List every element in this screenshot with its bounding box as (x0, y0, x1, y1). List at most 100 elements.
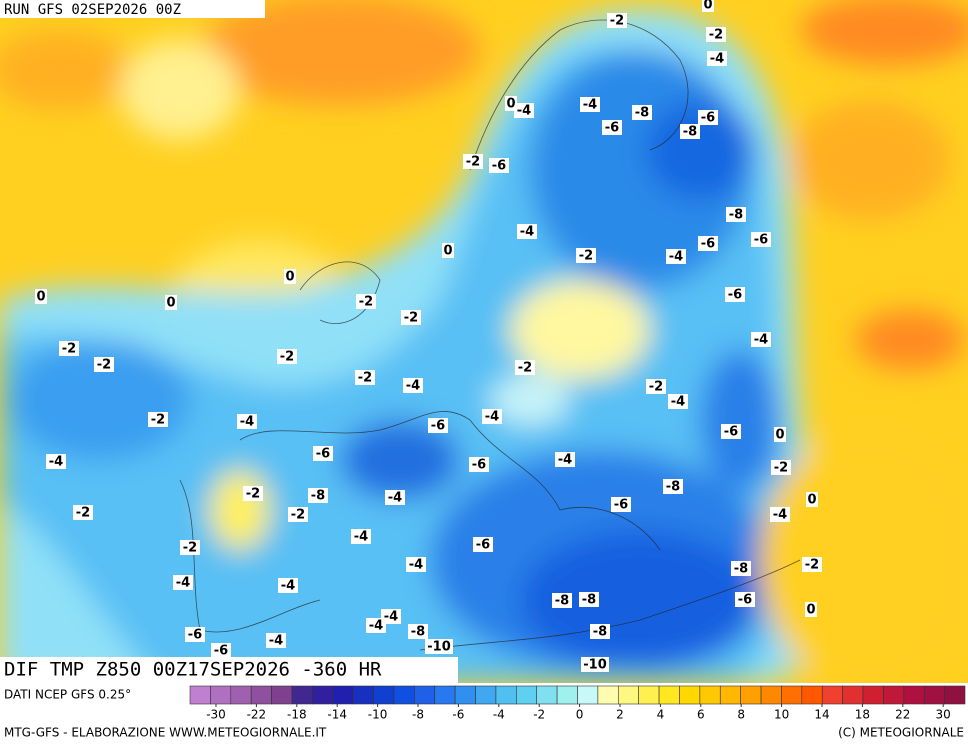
colorbar-swatch (250, 685, 272, 705)
colorbar-swatch (556, 685, 578, 705)
contour-label: -4 (176, 576, 190, 591)
contour-label: -6 (605, 121, 619, 136)
contour-label-box (726, 207, 746, 222)
credit-text: MTG-GFS - ELABORAZIONE WWW.METEOGIORNALE… (4, 726, 327, 740)
contour-label: 0 (775, 428, 784, 443)
contour-label-box (355, 370, 375, 385)
contour-label: -6 (472, 458, 486, 473)
contour-label: -4 (388, 491, 402, 506)
contour-label: -8 (729, 208, 743, 223)
colorbar-swatch (271, 685, 293, 705)
contour-label: -4 (710, 52, 724, 67)
contour-label: -8 (411, 625, 425, 640)
contour-label-box (552, 593, 572, 608)
contour-label-box (805, 602, 817, 617)
colorbar-tick-label: 14 (814, 708, 829, 722)
colorbar-tick-label: 4 (657, 708, 665, 722)
colorbar-swatch (944, 685, 966, 705)
field-bar (0, 657, 458, 683)
colorbar-swatch (883, 685, 905, 705)
colorbar-tick-label: -30 (206, 708, 226, 722)
contour-label-box (680, 124, 700, 139)
contour-label-box (243, 486, 263, 501)
colorbar-swatch (781, 685, 803, 705)
contour-label-box (428, 418, 448, 433)
run-title: RUN GFS 02SEP2026 00Z (4, 2, 181, 18)
contour-label: -4 (269, 634, 283, 649)
contour-label: -2 (280, 350, 294, 365)
contour-label-box (555, 452, 575, 467)
contour-label-box (735, 592, 755, 607)
colorbar-swatch (291, 685, 313, 705)
contour-label: 0 (36, 290, 45, 305)
colorbar-swatch (352, 685, 374, 705)
contour-label-box (180, 540, 200, 555)
contour-label: -2 (62, 342, 76, 357)
contour-label: -6 (738, 593, 752, 608)
contour-label-box (607, 13, 627, 28)
colorbar-swatch (495, 685, 517, 705)
contour-label: -4 (485, 410, 499, 425)
contour-label: -2 (151, 413, 165, 428)
contour-label-box (356, 294, 376, 309)
field-title: DIF TMP Z850 00Z17SEP2026 -360 HR (4, 659, 382, 681)
colorbar-swatch (740, 685, 762, 705)
contour-label-box (277, 349, 297, 364)
contour-label-box (73, 505, 93, 520)
contour-label: -2 (359, 295, 373, 310)
contour-label: 0 (285, 270, 294, 285)
contour-label-box (469, 457, 489, 472)
contour-label-box (489, 158, 509, 173)
contour-label-box (173, 575, 193, 590)
colorbar-swatch (536, 685, 558, 705)
contour-label-box (751, 232, 771, 247)
colorbar-swatch (699, 685, 721, 705)
contour-label: -6 (431, 419, 445, 434)
colorbar-swatch (393, 685, 415, 705)
colorbar-tick-label: 30 (936, 708, 951, 722)
colorbar-swatch (332, 685, 354, 705)
contour-label-box (463, 154, 483, 169)
contour-label: -8 (734, 562, 748, 577)
contour-label-box (308, 488, 328, 503)
contour-label-box (771, 460, 791, 475)
colorbar-swatch (617, 685, 639, 705)
colorbar-swatch (760, 685, 782, 705)
colorbar-swatch (210, 685, 232, 705)
contour-label-box (401, 310, 421, 325)
contour-label: -4 (520, 225, 534, 240)
contour-label: 0 (166, 296, 175, 311)
colorbar-swatch (597, 685, 619, 705)
contour-label: -4 (583, 98, 597, 113)
colorbar-swatch (454, 685, 476, 705)
contour-label: -8 (683, 125, 697, 140)
colorbar-tick-label: 0 (576, 708, 584, 722)
contour-label-box (408, 624, 428, 639)
colorbar: -30 -22 -18 -14 -10 -8 -6 -4 -2 0 2 4 6 8 10 14 18 22 30 (189, 685, 966, 722)
contour-label: -2 (805, 558, 819, 573)
contour-label-box (579, 592, 599, 607)
contour-label-box (366, 618, 386, 633)
contour-label: 0 (506, 97, 515, 112)
contour-label-box (46, 454, 66, 469)
contour-label: 0 (443, 244, 452, 259)
map-field: -20-2-4-4-40-8 -6-6 -8-2 -6-8-4-6 -60 -2 -400 0… (0, 0, 968, 683)
colorbar-swatch (821, 685, 843, 705)
contour-label-box (602, 120, 622, 135)
contour-label: -4 (240, 415, 254, 430)
contour-label-box (668, 394, 688, 409)
contour-label-box (385, 490, 405, 505)
colorbar-swatch (516, 685, 538, 705)
contour-label-box (721, 424, 741, 439)
contour-label-box (774, 427, 786, 442)
contour-label-box (770, 507, 790, 522)
contour-label: -2 (404, 311, 418, 326)
contour-label: 0 (806, 603, 815, 618)
contour-label-box (581, 657, 609, 672)
contour-label-box (666, 249, 686, 264)
contour-label-box (473, 537, 493, 552)
contour-label: -2 (97, 358, 111, 373)
contour-label-box (211, 643, 231, 658)
contour-label-box (731, 561, 751, 576)
